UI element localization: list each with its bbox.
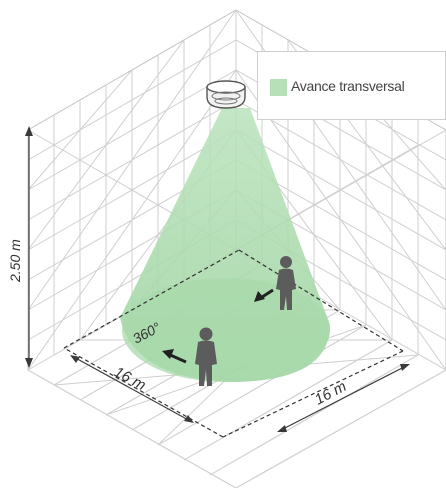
coverage-boundary: [63, 249, 404, 438]
height-label: 2.50 m: [7, 239, 23, 283]
legend-swatch: [270, 79, 287, 96]
walking-person-icon: [195, 327, 217, 386]
legend: Avance transversal: [257, 51, 446, 120]
width-label-left: 16 m: [111, 364, 148, 395]
direction-arrow-icon: [162, 349, 187, 364]
legend-label: Avance transversal: [291, 78, 405, 94]
walking-person-icon: [276, 256, 296, 310]
height-dimension: [25, 126, 33, 368]
width-dimension-left: [70, 355, 194, 423]
ceiling-sensor-icon: [206, 80, 246, 109]
width-dimension-right: [277, 364, 410, 432]
direction-arrow-icon: [254, 288, 274, 302]
